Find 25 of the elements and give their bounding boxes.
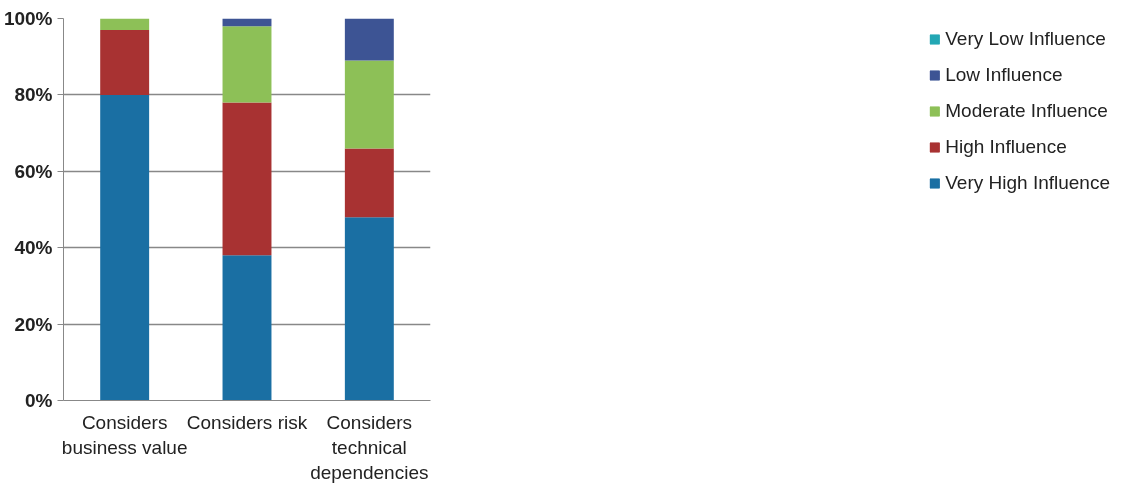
bar	[344, 18, 394, 61]
y-tick-label: 20%	[14, 313, 53, 335]
x-tick-label: Considers business value	[61, 411, 188, 458]
x-tick-label: Considers technical dependencies	[310, 411, 429, 483]
legend-label: High Influence	[945, 136, 1067, 158]
bar	[344, 217, 394, 401]
bar	[222, 255, 272, 401]
legend-label: Moderate Influence	[945, 100, 1108, 122]
y-tick-label: 40%	[14, 237, 53, 259]
y-tick-label: 0%	[25, 390, 53, 411]
legend-label: Low Influence	[945, 64, 1063, 86]
x-tick-label: Considers risk	[186, 411, 308, 433]
bar	[344, 60, 394, 149]
y-tick-label: 60%	[14, 160, 53, 182]
y-tick-label: 100%	[3, 8, 53, 29]
bar	[222, 18, 272, 27]
legend-label: Very High Influence	[945, 172, 1110, 194]
bar	[222, 26, 272, 103]
bar	[100, 18, 150, 30]
bar	[344, 148, 394, 218]
bar	[100, 94, 150, 401]
bar	[222, 102, 272, 256]
legend-label: Very Low Influence	[945, 28, 1106, 50]
bar	[100, 29, 150, 95]
y-tick-label: 80%	[14, 84, 53, 106]
